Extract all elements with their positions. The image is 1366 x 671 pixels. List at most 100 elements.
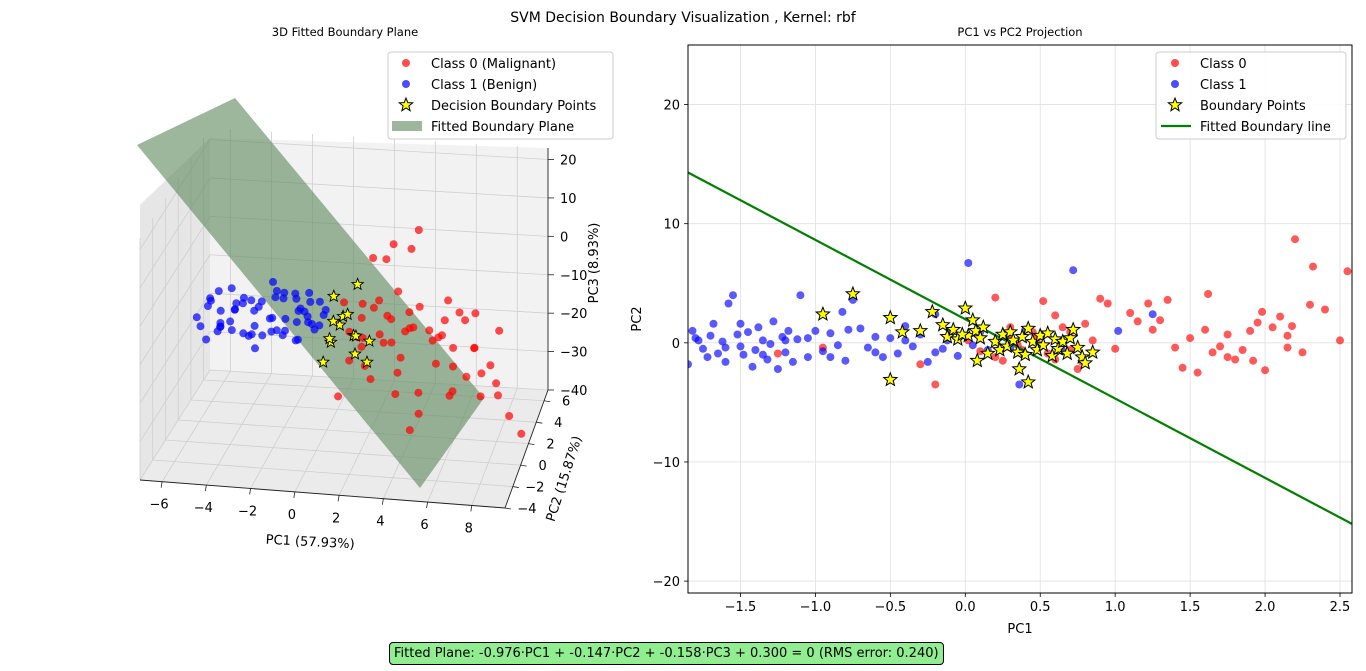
class1-point-3d [269,277,277,286]
class0-point-2d [1111,344,1120,353]
boundary-point-2d [1035,336,1052,353]
class1-point-2d [878,353,887,362]
class0-point-2d [1204,290,1213,298]
class0-point-2d [1268,323,1277,332]
z-tick-label-3d: −40 [560,384,587,399]
class0-point-2d [916,360,925,369]
boundary-point-2d [1020,320,1037,336]
class1-point-2d [758,336,767,345]
class0-point-2d [1276,312,1285,321]
class1-point-2d [773,365,782,373]
class1-point-2d [729,291,737,300]
class1-point-2d [931,348,940,357]
boundary-point-2d [814,305,831,322]
x-tick-label-3d: 0 [288,508,296,523]
x-tick-3d [381,498,384,505]
boundary-point-3d [340,307,355,321]
class1-point-3d [203,302,212,311]
legend-2d: Class 0 Class 1 Boundary Points Fitted B… [1155,51,1347,140]
y-tick-label-2d: −20 [653,575,680,590]
x-tick-3d [160,481,163,488]
class1-point-2d [923,357,932,366]
boundary-points-2d [814,285,1101,389]
class0-point-2d [1103,299,1112,308]
class1-point-2d [803,353,812,362]
x-tick-label-2d: −1.0 [800,600,832,615]
class1-point-3d [271,293,280,302]
class1-point-3d [319,311,328,319]
class1-point-2d [964,259,973,267]
class0-point-2d [1081,319,1090,328]
points-3d [192,226,526,438]
boundary-point-2d [924,303,941,319]
class1-point-2d [706,331,715,340]
class1-point-2d [754,323,763,332]
class1-point-2d [766,340,775,348]
x-axis-line-3d [139,479,506,509]
x-tick-label-3d: −6 [150,498,169,513]
boundary-point-2d [1005,331,1022,348]
boundary-point-2d [954,326,971,342]
boundary-point-3d [316,354,331,368]
class0-point-3d [476,392,485,401]
grid-3d-x-floor [294,378,354,493]
x-tick-label-2d: 0.0 [955,600,976,615]
class1-point-3d [232,299,241,308]
x-axis-label-3d: PC1 (57.93%) [265,533,355,553]
y-tick-3d [520,464,527,467]
class0-point-2d [1261,366,1270,375]
class1-point-3d [247,296,256,305]
class0-point-2d [998,356,1007,365]
class0-point-3d [440,316,449,325]
z-tick-label-3d: −10 [560,269,587,284]
boundary-point-3d [362,333,377,347]
class1-point-3d [278,331,287,340]
class1-point-2d [688,360,692,369]
class1-point-2d [788,357,797,366]
x-tick-label-2d: 2.5 [1330,600,1351,615]
boundary-point-2d [1074,348,1091,364]
class1-point-2d [841,356,850,365]
y-tick-label-3d: −4 [517,502,536,517]
class0-point-2d [1039,297,1048,306]
x-tick-label-3d: −2 [238,504,257,519]
class1-point-2d [1069,266,1078,275]
boundary-point-3d [322,331,337,345]
x-tick-3d [426,501,428,509]
class1-point-2d [703,353,712,362]
boundary-point-2d [1062,329,1079,345]
ticks-2d: −1.5 −1.0 −0.5 0.0 0.5 1.0 1.5 2.0 2.5 −20 −10 0 10 2… [653,99,1351,615]
class1-point-2d [733,330,742,339]
class1-point-2d [838,307,847,316]
class1-point-3d [251,344,259,353]
z-tick-label-3d: −20 [560,307,587,322]
class0-point-3d [358,299,367,308]
grid-3d-x-floor [206,373,272,486]
boundary-point-2d [1014,328,1031,344]
legend-3d-label-0: Class 0 (Malignant) [431,57,556,72]
class1-point-2d [856,324,865,333]
class1-point-2d [1015,380,1024,389]
z-tick-label-3d: 20 [560,154,577,169]
x-tick-label-3d: 8 [465,521,473,536]
grid-3d-x-floor [471,388,518,506]
class0-point-2d [991,293,1000,302]
boundary-point-2d [1017,346,1034,362]
class1-point-2d [871,348,880,357]
class1-point-3d [281,314,290,323]
class0-point-2d [1051,311,1060,320]
boundary-point-2d [1077,354,1094,370]
x-tick-label-3d: 2 [332,511,340,526]
class0-point-3d [407,244,416,253]
y-tick-label-2d: 0 [672,337,680,352]
class1-point-3d [230,305,239,314]
z-axis-ticks: 20 10 0 −10 −20 −30 −40 [548,154,587,399]
boundary-point-2d [1009,344,1026,360]
class1-point-2d [769,317,778,326]
y-tick-label-3d: −2 [525,481,544,496]
grid-3d-y-floor [152,459,513,487]
class1-point-2d [736,319,745,328]
grid-3d-z-side [139,292,211,404]
